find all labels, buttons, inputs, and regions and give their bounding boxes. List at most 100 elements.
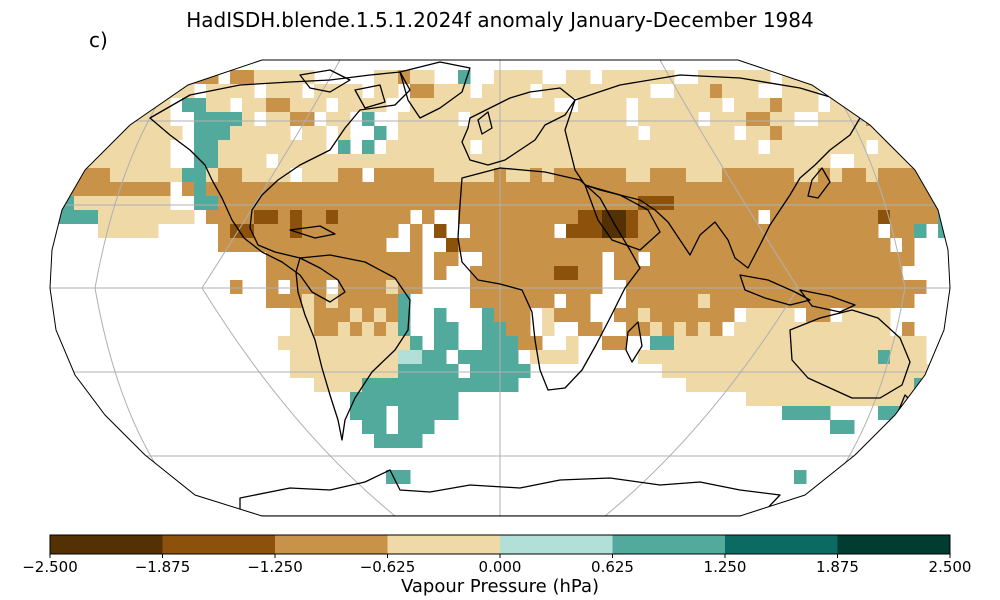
anomaly-cell — [506, 70, 519, 84]
anomaly-cell — [278, 294, 291, 308]
anomaly-cell — [410, 280, 423, 294]
anomaly-cell — [878, 98, 891, 112]
anomaly-cell — [818, 210, 831, 224]
anomaly-cell — [602, 224, 615, 238]
anomaly-cell — [914, 112, 927, 126]
anomaly-cell — [542, 266, 555, 280]
anomaly-cell — [650, 308, 663, 322]
anomaly-cell — [554, 210, 567, 224]
anomaly-cell — [722, 140, 735, 154]
anomaly-cell — [818, 364, 831, 378]
anomaly-cell — [254, 126, 267, 140]
anomaly-cell — [866, 98, 879, 112]
anomaly-cell — [614, 336, 627, 350]
anomaly-cell — [686, 84, 699, 98]
anomaly-cell — [878, 322, 891, 336]
anomaly-cell — [350, 252, 363, 266]
anomaly-cell — [626, 252, 639, 266]
anomaly-cell — [854, 392, 867, 406]
anomaly-cell — [662, 252, 675, 266]
anomaly-cell — [590, 140, 603, 154]
anomaly-cell — [290, 336, 303, 350]
anomaly-cell — [686, 224, 699, 238]
anomaly-cell — [518, 112, 531, 126]
anomaly-cell — [302, 140, 315, 154]
anomaly-cell — [482, 98, 495, 112]
anomaly-cell — [134, 126, 147, 140]
anomaly-cell — [422, 70, 435, 84]
anomaly-cell — [746, 322, 759, 336]
anomaly-cell — [506, 182, 519, 196]
anomaly-cell — [578, 322, 591, 336]
anomaly-cell — [902, 252, 915, 266]
anomaly-cell — [374, 350, 387, 364]
coast-arabia — [584, 184, 661, 251]
anomaly-cell — [638, 140, 651, 154]
anomaly-cell — [386, 294, 399, 308]
anomaly-cell — [422, 168, 435, 182]
colorbar-tick-label: 1.875 — [816, 558, 859, 576]
anomaly-cell — [602, 70, 615, 84]
anomaly-cell — [470, 266, 483, 280]
anomaly-cell — [770, 154, 783, 168]
anomaly-cell — [470, 168, 483, 182]
anomaly-cell — [134, 154, 147, 168]
anomaly-cell — [338, 224, 351, 238]
anomaly-cell — [818, 308, 831, 322]
anomaly-cell — [554, 196, 567, 210]
anomaly-cell — [758, 182, 771, 196]
anomaly-cell — [554, 308, 567, 322]
anomaly-cell — [410, 336, 423, 350]
anomaly-cell — [818, 140, 831, 154]
anomaly-cell — [794, 336, 807, 350]
anomaly-cell — [422, 378, 435, 392]
anomaly-cell — [470, 154, 483, 168]
colorbar-tick-label: 0.625 — [591, 558, 634, 576]
anomaly-cell — [818, 406, 831, 420]
anomaly-cell — [398, 210, 411, 224]
anomaly-cell — [158, 196, 171, 210]
anomaly-cell — [890, 84, 903, 98]
anomaly-cell — [638, 182, 651, 196]
anomaly-cell — [422, 98, 435, 112]
anomaly-cell — [242, 70, 255, 84]
anomaly-cell — [638, 266, 651, 280]
anomaly-cell — [722, 364, 735, 378]
anomaly-cell — [530, 182, 543, 196]
anomaly-cell — [182, 168, 195, 182]
anomaly-cell — [914, 364, 927, 378]
anomaly-cell — [74, 210, 87, 224]
anomaly-cell — [686, 154, 699, 168]
anomaly-cell — [698, 70, 711, 84]
anomaly-cell — [638, 294, 651, 308]
anomaly-cell — [926, 210, 939, 224]
anomaly-cell — [842, 196, 855, 210]
anomaly-cell — [194, 168, 207, 182]
anomaly-cell — [482, 294, 495, 308]
coast-uk — [477, 111, 493, 135]
anomaly-cell — [890, 112, 903, 126]
colorbar — [49, 535, 951, 558]
anomaly-cell — [674, 112, 687, 126]
anomaly-cell — [638, 154, 651, 168]
anomaly-cell — [506, 126, 519, 140]
anomaly-cell — [878, 378, 891, 392]
anomaly-cell — [398, 140, 411, 154]
anomaly-cell — [290, 84, 303, 98]
anomaly-cell — [578, 238, 591, 252]
anomaly-cell — [770, 238, 783, 252]
anomaly-cell — [554, 154, 567, 168]
anomaly-cell — [914, 210, 927, 224]
anomaly-cell — [662, 182, 675, 196]
colorbar-segment — [837, 535, 951, 554]
anomaly-cell — [602, 154, 615, 168]
anomaly-cell — [206, 126, 219, 140]
anomaly-cell — [782, 406, 795, 420]
anomaly-cell — [854, 322, 867, 336]
anomaly-cell — [410, 112, 423, 126]
anomaly-cell — [338, 182, 351, 196]
anomaly-cell — [854, 126, 867, 140]
anomaly-cell — [830, 196, 843, 210]
anomaly-cell — [890, 336, 903, 350]
meridian-120w — [94, 69, 186, 506]
